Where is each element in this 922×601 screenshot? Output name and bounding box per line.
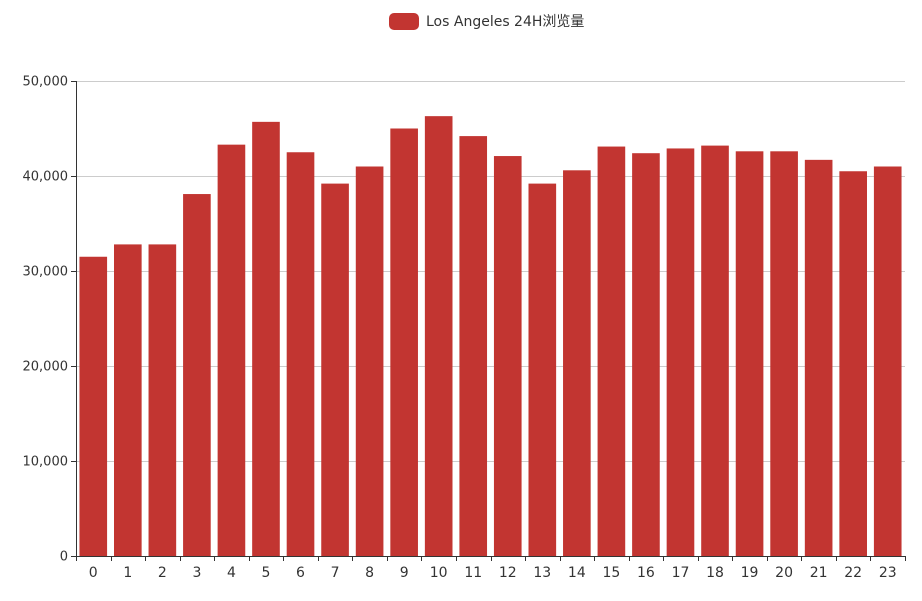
- bar: [770, 151, 798, 557]
- x-tick-label: 7: [331, 565, 340, 581]
- y-tick-label: 10,000: [23, 455, 69, 470]
- x-tick-label: 21: [810, 565, 828, 581]
- chart-legend[interactable]: Los Angeles 24H浏览量: [389, 10, 584, 32]
- bar: [355, 166, 384, 556]
- y-tick-label: 50,000: [23, 75, 69, 90]
- bar: [390, 128, 418, 556]
- bar: [148, 244, 177, 556]
- legend-label: Los Angeles 24H浏览量: [426, 14, 585, 30]
- y-tick-label: 0: [60, 550, 68, 565]
- x-tick-label: 10: [430, 565, 448, 581]
- x-tick-label: 0: [89, 565, 98, 581]
- x-tick-label: 17: [672, 565, 690, 581]
- x-tick-label: 2: [158, 565, 167, 581]
- x-tick-label: 8: [365, 565, 374, 581]
- bar: [286, 152, 315, 556]
- y-tick-label: 20,000: [23, 360, 69, 375]
- x-tick-label: 3: [192, 565, 201, 581]
- x-tick-label: 11: [464, 565, 482, 581]
- bar: [459, 136, 488, 556]
- x-tick-label: 16: [637, 565, 655, 581]
- x-tick-label: 12: [499, 565, 517, 581]
- bar: [804, 159, 833, 556]
- bar: [597, 146, 626, 557]
- x-tick-label: 15: [602, 565, 620, 581]
- bar: [701, 145, 729, 556]
- bar: [528, 183, 557, 556]
- bar: [563, 170, 591, 557]
- x-tick-label: 6: [296, 565, 305, 581]
- bar: [666, 148, 695, 556]
- bar: [424, 116, 453, 557]
- bar: [252, 121, 280, 556]
- bar: [839, 171, 867, 556]
- x-tick-label: 4: [227, 565, 236, 581]
- bar: [114, 244, 142, 556]
- y-tick-label: 30,000: [23, 265, 69, 280]
- bar: [735, 151, 764, 557]
- bar: [183, 194, 211, 557]
- x-tick-label: 22: [844, 565, 862, 581]
- x-tick-label: 9: [400, 565, 409, 581]
- x-tick-label: 18: [706, 565, 724, 581]
- x-tick-label: 1: [123, 565, 132, 581]
- bar: [493, 156, 522, 557]
- bar: [79, 256, 108, 556]
- bar: [873, 166, 902, 556]
- bar: [632, 153, 660, 556]
- y-tick-label: 40,000: [23, 170, 69, 185]
- x-tick-label: 20: [775, 565, 793, 581]
- bar: [321, 183, 349, 556]
- x-tick-label: 19: [741, 565, 759, 581]
- x-tick-label: 14: [568, 565, 586, 581]
- x-tick-label: 13: [533, 565, 551, 581]
- bar: [217, 144, 246, 556]
- legend-swatch: [389, 12, 419, 30]
- x-tick-label: 5: [262, 565, 271, 581]
- x-tick-label: 23: [879, 565, 897, 581]
